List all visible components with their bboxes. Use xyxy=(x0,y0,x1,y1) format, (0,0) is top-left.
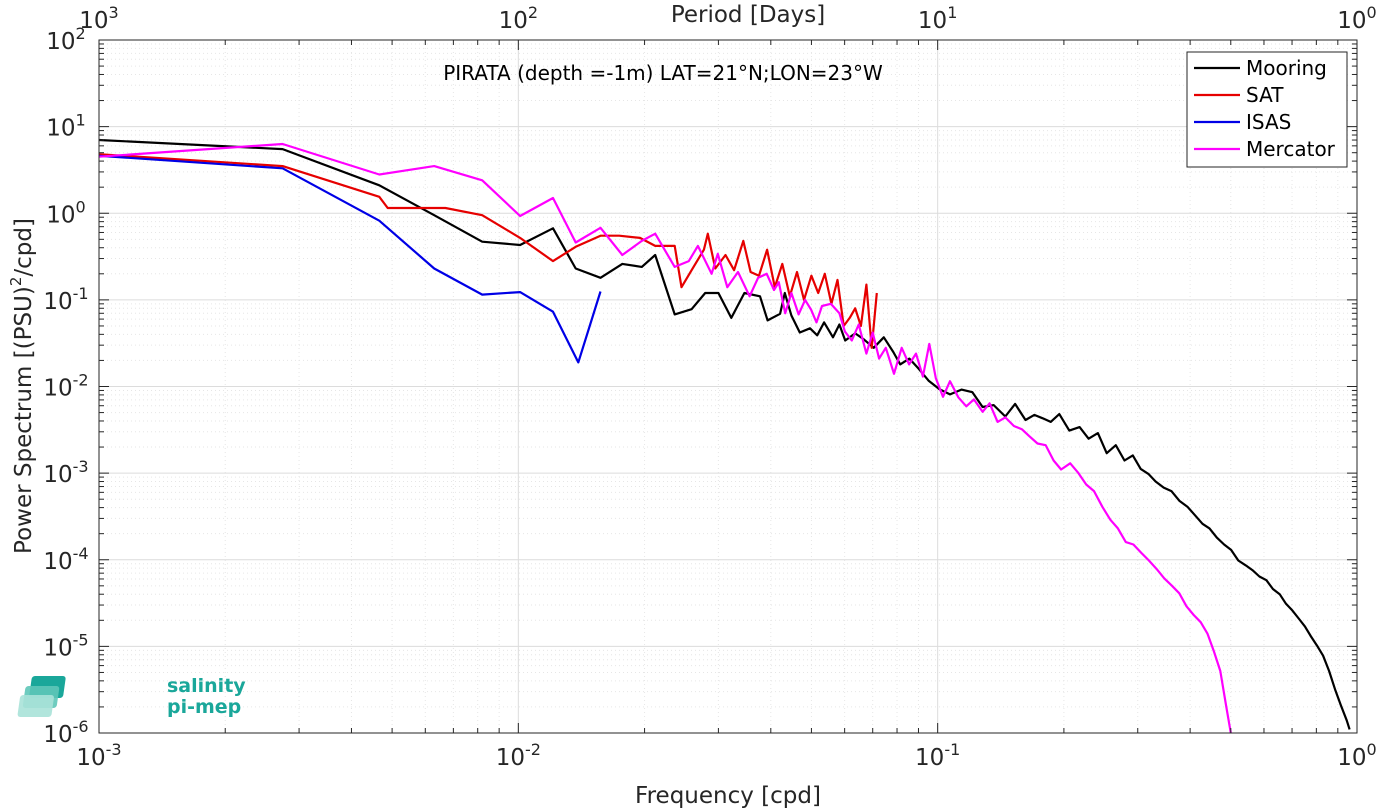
series-line-sat xyxy=(98,153,878,349)
x-axis-label: Frequency [cpd] xyxy=(635,783,821,809)
logo-text-line2: pi-mep xyxy=(167,696,241,718)
y-axis-label-exponent: 2 xyxy=(7,277,25,287)
chart-title: PIRATA (depth =-1m) LAT=21°N;LON=23°W xyxy=(443,61,883,85)
y-tick-label: 10-4 xyxy=(43,544,88,575)
salinity-pi-mep-logo: salinity pi-mep xyxy=(17,675,246,718)
series-line-isas xyxy=(98,154,602,364)
legend-label-mooring: Mooring xyxy=(1246,56,1327,80)
legend-label-sat: SAT xyxy=(1246,83,1284,107)
x-tick-label: 10-1 xyxy=(915,740,960,771)
series-layer xyxy=(98,138,1351,734)
legend-label-isas: ISAS xyxy=(1246,110,1291,134)
y-tick-label: 10-3 xyxy=(43,457,88,488)
y-tick-label: 100 xyxy=(46,197,85,228)
x-tick-label: 10-2 xyxy=(496,740,541,771)
legend-box xyxy=(1186,51,1348,168)
y-tick-label: 10-6 xyxy=(43,717,88,748)
y-tick-label: 101 xyxy=(46,111,85,142)
top-tick-label: 100 xyxy=(1337,3,1376,34)
y-tick-label: 10-2 xyxy=(43,371,88,402)
x-tick-label: 100 xyxy=(1337,740,1376,771)
x-tick-label: 10-3 xyxy=(76,740,121,771)
logo-text-line1: salinity xyxy=(167,675,246,697)
minor-grid xyxy=(99,40,1357,733)
top-axis-label: Period [Days] xyxy=(671,2,825,28)
series-line-mercator xyxy=(98,142,1232,734)
y-tick-label: 10-1 xyxy=(43,284,88,315)
top-tick-label: 102 xyxy=(499,3,538,34)
series-line-mooring xyxy=(98,138,1351,730)
tick-marks xyxy=(98,39,1358,734)
y-axis-label-main: Power Spectrum [(PSU) xyxy=(11,286,37,554)
top-tick-label: 101 xyxy=(918,3,957,34)
y-axis-label: Power Spectrum [(PSU)2/cpd] xyxy=(7,218,37,554)
major-grid xyxy=(98,40,1357,734)
legend: Mooring SAT ISAS Mercator xyxy=(1186,51,1348,168)
logo-mark-icon xyxy=(17,676,66,717)
y-axis-label-tail: /cpd] xyxy=(11,218,37,277)
y-tick-label: 10-5 xyxy=(43,630,88,661)
top-tick-label: 103 xyxy=(79,3,118,34)
legend-label-mercator: Mercator xyxy=(1246,137,1336,161)
y-tick-label: 102 xyxy=(46,24,85,55)
